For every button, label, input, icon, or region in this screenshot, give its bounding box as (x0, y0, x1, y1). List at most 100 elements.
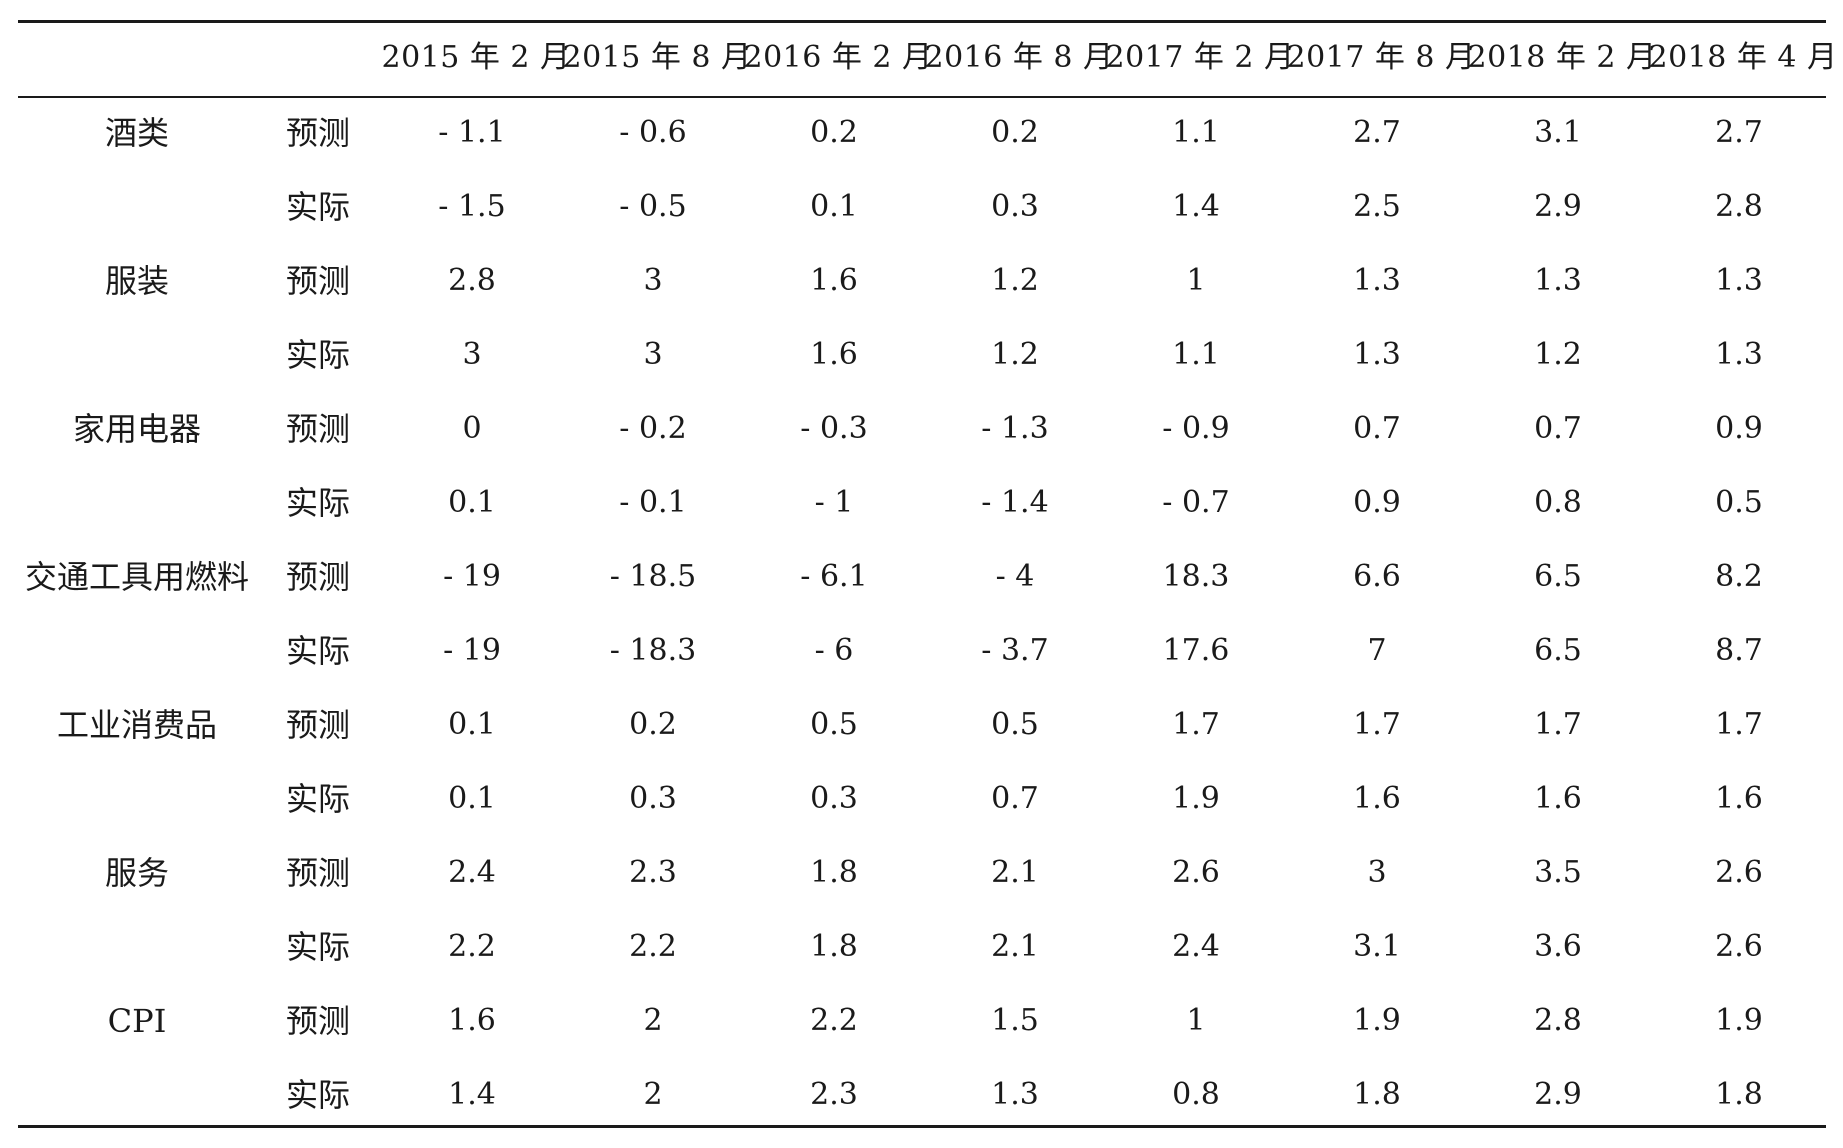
column-header: 2016 年 8 月 (924, 40, 1114, 75)
table-cell: 1 (1186, 1003, 1206, 1038)
table-cell: 18.3 (1162, 559, 1230, 594)
table-cell: 0.3 (991, 189, 1039, 224)
row-category: 酒类 (104, 114, 169, 152)
column-header: 2018 年 2 月 (1467, 40, 1657, 75)
table-cell: 1.6 (1534, 781, 1582, 816)
table-cell: 0.5 (991, 707, 1039, 742)
table-cell: 0.1 (448, 485, 496, 520)
table-cell: 1.3 (991, 1077, 1039, 1112)
table-cell: 1.1 (1172, 337, 1220, 372)
table-cell: 0.1 (448, 781, 496, 816)
table-cell: 2.3 (810, 1077, 858, 1112)
column-header: 2016 年 2 月 (743, 40, 933, 75)
table-cell: 2.4 (448, 855, 496, 890)
table-cell: - 6 (814, 633, 854, 668)
table-cell: - 0.3 (800, 411, 868, 446)
table-cell: 0.1 (810, 189, 858, 224)
row-type: 预测 (285, 706, 350, 744)
row-type: 实际 (285, 928, 350, 966)
table-cell: 17.6 (1162, 633, 1230, 668)
row-type: 预测 (285, 1002, 350, 1040)
table-cell: 0.3 (810, 781, 858, 816)
table-cell: 1.8 (1715, 1077, 1763, 1112)
table-cell: 2.8 (448, 263, 496, 298)
table-cell: 1.3 (1534, 263, 1582, 298)
table-cell: 1.6 (1715, 781, 1763, 816)
table-cell: 1.9 (1353, 1003, 1401, 1038)
row-type: 预测 (285, 558, 350, 596)
table-cell: 3 (462, 337, 482, 372)
table-cell: 1.8 (1353, 1077, 1401, 1112)
table-cell: 1.7 (1715, 707, 1763, 742)
table-cell: - 0.2 (619, 411, 687, 446)
table-cell: 2.7 (1353, 115, 1401, 150)
table-cell: 6.6 (1353, 559, 1401, 594)
table-cell: 0.3 (629, 781, 677, 816)
table-cell: 3.1 (1353, 929, 1401, 964)
row-type: 预测 (285, 410, 350, 448)
table-cell: 0.8 (1172, 1077, 1220, 1112)
table-cell: 1.2 (991, 337, 1039, 372)
table-cell: 3.1 (1534, 115, 1582, 150)
table-cell: 0.9 (1353, 485, 1401, 520)
table-header-rule (18, 96, 1826, 98)
table-cell: 8.7 (1715, 633, 1763, 668)
table-cell: 2.4 (1172, 929, 1220, 964)
table-cell: 1.9 (1715, 1003, 1763, 1038)
table-cell: 1.8 (810, 855, 858, 890)
table-cell: - 19 (443, 633, 501, 668)
table-cell: 2.6 (1172, 855, 1220, 890)
table-cell: 1.6 (810, 337, 858, 372)
table-cell: 3 (1367, 855, 1387, 890)
row-category: 家用电器 (72, 410, 201, 448)
table-cell: 1.3 (1353, 263, 1401, 298)
table-cell: 0.2 (810, 115, 858, 150)
table-cell: 7 (1367, 633, 1387, 668)
table-cell: 3 (643, 337, 663, 372)
table-cell: 0.9 (1715, 411, 1763, 446)
table-cell: - 1.4 (981, 485, 1049, 520)
table-cell: - 18.3 (609, 633, 697, 668)
table-cell: 2.1 (991, 855, 1039, 890)
row-type: 预测 (285, 262, 350, 300)
table-cell: 3.5 (1534, 855, 1582, 890)
table-cell: - 0.7 (1162, 485, 1230, 520)
table-cell: 1.7 (1172, 707, 1220, 742)
table-cell: 1.2 (991, 263, 1039, 298)
table-cell: 1.4 (1172, 189, 1220, 224)
table-cell: - 0.1 (619, 485, 687, 520)
table-cell: 0.8 (1534, 485, 1582, 520)
table-cell: 2.1 (991, 929, 1039, 964)
table-cell: 3.6 (1534, 929, 1582, 964)
table-cell: 1.6 (810, 263, 858, 298)
table-cell: - 1 (814, 485, 854, 520)
row-category: 服务 (104, 854, 169, 892)
table-cell: 1.6 (1353, 781, 1401, 816)
table-cell: 1 (1186, 263, 1206, 298)
table-cell: 6.5 (1534, 633, 1582, 668)
column-header: 2018 年 4 月 (1648, 40, 1838, 75)
table-cell: 1.5 (991, 1003, 1039, 1038)
table-cell: - 0.6 (619, 115, 687, 150)
row-type: 实际 (285, 632, 350, 670)
table-cell: 6.5 (1534, 559, 1582, 594)
table-top-rule (18, 20, 1826, 23)
table-cell: 2.6 (1715, 929, 1763, 964)
table-cell: - 19 (443, 559, 501, 594)
table-cell: 0 (462, 411, 482, 446)
table-cell: 0.5 (1715, 485, 1763, 520)
table-cell: 2.6 (1715, 855, 1763, 890)
table-cell: 0.5 (810, 707, 858, 742)
row-type: 实际 (285, 484, 350, 522)
table-cell: 2.2 (629, 929, 677, 964)
table-cell: 8.2 (1715, 559, 1763, 594)
table-cell: 1.3 (1715, 263, 1763, 298)
table-cell: 0.1 (448, 707, 496, 742)
column-header: 2015 年 8 月 (562, 40, 752, 75)
table-cell: 2.9 (1534, 1077, 1582, 1112)
table-cell: 1.3 (1715, 337, 1763, 372)
table-cell: - 1.5 (438, 189, 506, 224)
table-cell: - 1.1 (438, 115, 506, 150)
row-type: 预测 (285, 854, 350, 892)
table-cell: - 0.5 (619, 189, 687, 224)
